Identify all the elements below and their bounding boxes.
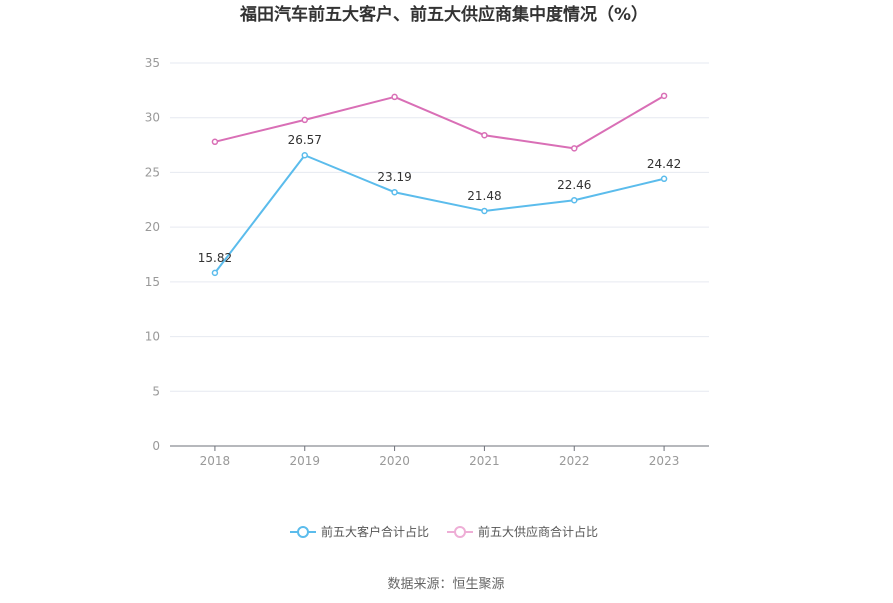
x-tick-label: 2023	[649, 454, 680, 468]
series-line-suppliers	[214, 94, 665, 150]
data-point-customers[interactable]	[660, 175, 668, 183]
data-label-customers: 15.82	[198, 251, 232, 265]
x-axis: 2018 2019 2020 2021 2022 2023	[170, 445, 709, 468]
data-point-customers[interactable]	[211, 269, 219, 277]
data-source: 数据来源：恒生聚源	[387, 577, 504, 592]
y-tick-label: 10	[145, 330, 160, 344]
legend-label-customers: 前五大客户合计占比	[321, 524, 429, 539]
data-label-customers: 22.46	[557, 178, 591, 192]
legend: 前五大客户合计占比 前五大供应商合计占比	[290, 524, 598, 539]
series-layer	[211, 92, 668, 277]
y-tick-label: 25	[145, 165, 160, 179]
gridlines	[170, 62, 709, 392]
series-line-customers	[214, 154, 665, 274]
x-tick-label: 2018	[200, 454, 231, 468]
y-tick-label: 0	[152, 439, 160, 453]
data-point-customers[interactable]	[301, 151, 308, 159]
data-label-customers: 26.57	[288, 133, 322, 147]
legend-item-suppliers[interactable]: 前五大供应商合计占比	[447, 524, 598, 539]
y-tick-label: 5	[152, 384, 160, 398]
data-label-customers: 21.48	[467, 189, 501, 203]
data-point-customers[interactable]	[481, 207, 488, 215]
data-point-customers[interactable]	[571, 196, 578, 204]
data-point-suppliers[interactable]	[571, 145, 578, 152]
y-tick-label: 20	[145, 220, 160, 234]
data-point-suppliers[interactable]	[391, 93, 398, 101]
x-tick-label: 2022	[559, 454, 590, 468]
data-point-suppliers[interactable]	[660, 92, 668, 100]
legend-marker-suppliers	[454, 526, 466, 538]
x-tick-label: 2020	[379, 454, 410, 468]
x-tick-label: 2019	[289, 454, 320, 468]
legend-marker-customers	[297, 526, 309, 538]
y-tick-label: 30	[145, 111, 160, 125]
y-tick-label: 35	[145, 56, 160, 70]
data-point-suppliers[interactable]	[481, 131, 488, 139]
data-point-suppliers[interactable]	[301, 116, 308, 124]
data-point-suppliers[interactable]	[211, 138, 219, 146]
legend-item-customers[interactable]: 前五大客户合计占比	[290, 524, 429, 539]
y-tick-label: 15	[145, 275, 160, 289]
y-axis: 0 5 10 15 20 25 30 35	[145, 56, 160, 453]
chart-title: 福田汽车前五大客户、前五大供应商集中度情况（%）	[239, 4, 648, 25]
data-point-customers[interactable]	[391, 188, 398, 196]
legend-label-suppliers: 前五大供应商合计占比	[478, 524, 598, 539]
x-tick-label: 2021	[469, 454, 500, 468]
data-label-customers: 24.42	[647, 157, 681, 171]
data-label-customers: 23.19	[377, 170, 411, 184]
data-labels: 15.82 26.57 23.19 21.48 22.46 24.42	[198, 133, 682, 265]
